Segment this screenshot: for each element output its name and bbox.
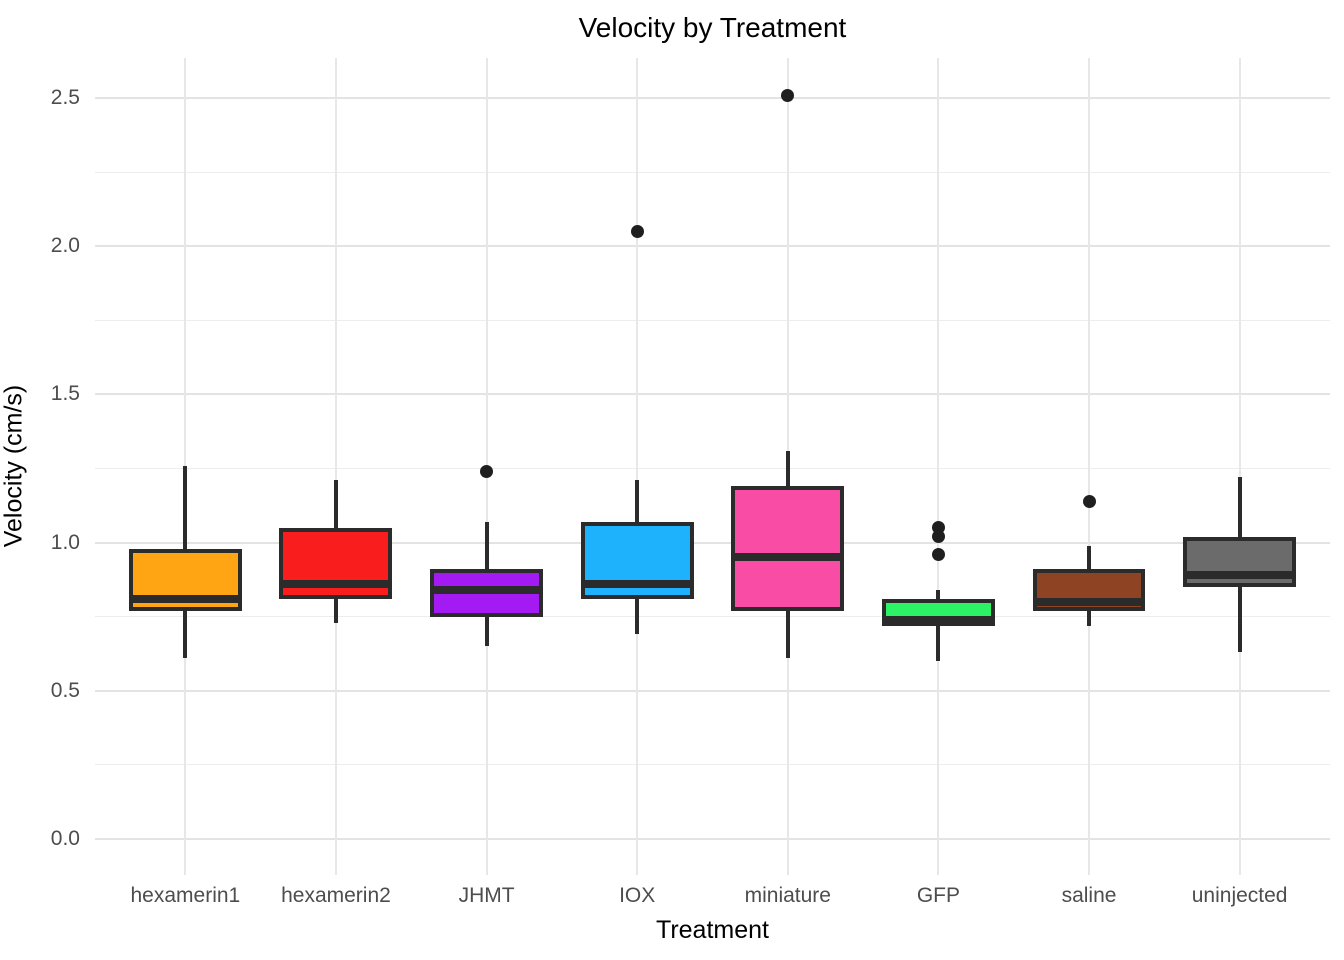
gridline-minor — [95, 764, 1330, 766]
median-GFP — [885, 615, 991, 624]
gridline-minor — [95, 171, 1330, 173]
y-tick-label: 0.0 — [50, 827, 80, 850]
y-tick-label: 2.5 — [50, 86, 80, 109]
gridline-vertical — [937, 58, 940, 875]
gridline-minor — [95, 468, 1330, 469]
x-tick-label: hexamerin1 — [130, 884, 241, 907]
x-tick-label: GFP — [916, 884, 960, 907]
median-uninjected — [1187, 571, 1293, 580]
x-tick-label: miniature — [744, 884, 831, 907]
gridline-minor — [95, 616, 1330, 618]
outlier-point-miniature — [781, 88, 795, 102]
outlier-point-IOX — [630, 224, 644, 238]
x-tick-label: hexamerin2 — [281, 884, 391, 907]
y-tick-label: 1.0 — [50, 530, 80, 554]
gridline-vertical — [1088, 58, 1091, 875]
median-miniature — [735, 553, 841, 562]
whisker-GFP — [936, 590, 941, 662]
x-tick-label: saline — [1061, 884, 1117, 907]
plot-panel: 0.0 0.5 1.0 1.5 2.0 2.5 hexamerin1 hexamerin2 JH… — [51, 58, 1330, 907]
gridline-vertical — [636, 58, 639, 875]
outlier-point-GFP — [931, 547, 945, 561]
y-tick-label: 1.5 — [50, 382, 80, 406]
box-uninjected — [1183, 536, 1297, 588]
gridline-vertical — [1238, 58, 1241, 875]
gridline-major — [95, 689, 1330, 692]
gridline-major — [95, 245, 1330, 248]
box-hexamerin2 — [279, 527, 393, 599]
median-IOX — [584, 580, 690, 589]
gridline-major — [95, 393, 1330, 396]
median-JHMT — [434, 586, 540, 595]
outlier-point-JHMT — [480, 464, 494, 478]
gridline-major — [95, 97, 1330, 99]
y-tick-label: 2.0 — [50, 234, 80, 258]
outlier-point-GFP — [931, 530, 945, 544]
box-miniature — [731, 486, 845, 611]
x-tick-label: JHMT — [458, 884, 515, 907]
median-hexamerin2 — [283, 580, 389, 589]
gridline-minor — [95, 319, 1330, 321]
y-axis-title: Velocity (cm/s) — [0, 384, 28, 548]
median-hexamerin1 — [132, 594, 238, 603]
y-tick-label: 0.5 — [50, 678, 80, 702]
x-tick-label: IOX — [619, 884, 656, 907]
x-axis-title: Treatment — [655, 916, 769, 944]
x-tick-label: uninjected — [1191, 884, 1288, 907]
gridline-vertical — [334, 58, 337, 875]
gridline-major — [95, 838, 1330, 840]
outlier-point-saline — [1082, 494, 1096, 508]
gridline-major — [95, 541, 1330, 544]
median-saline — [1036, 597, 1142, 606]
plot-title: Velocity by Treatment — [578, 12, 847, 43]
